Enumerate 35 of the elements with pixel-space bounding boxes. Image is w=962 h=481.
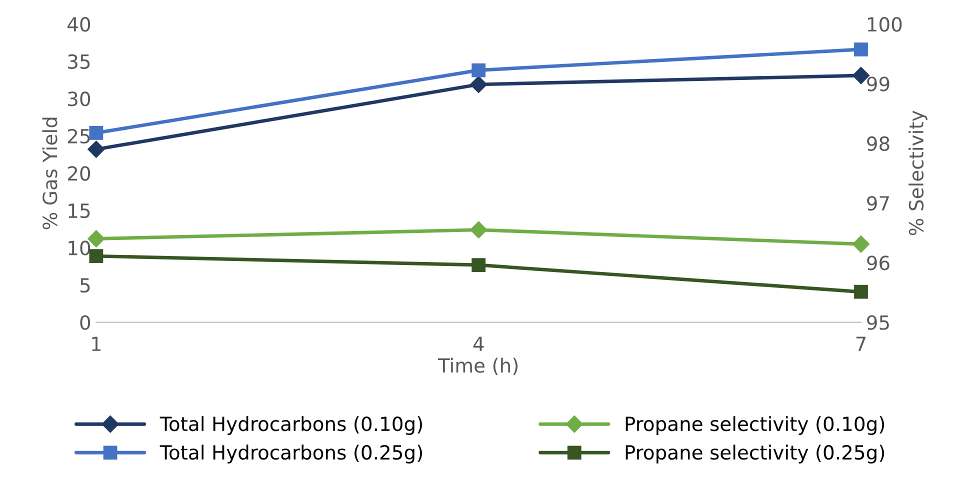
y-tick-label: 5 <box>80 278 90 293</box>
point <box>852 236 870 253</box>
point <box>89 249 104 264</box>
y-tick-label: 40 <box>68 17 90 32</box>
y2-tick-label: 99 <box>867 76 890 92</box>
y-tick-label: 25 <box>68 128 90 144</box>
y2-tick-label: 96 <box>867 256 890 270</box>
legend-label: Propane selectivity (0.25g) <box>626 444 884 464</box>
point <box>472 63 486 78</box>
y-tick-label: 30 <box>68 92 90 106</box>
y-tick-label: 20 <box>68 166 90 181</box>
point <box>854 284 868 299</box>
y2-axis-title: % Selectivity <box>908 110 928 236</box>
x-axis-title: Time (h) <box>438 358 518 376</box>
y2-tick-label: 100 <box>868 17 902 32</box>
y-tick-label: 0 <box>80 315 90 330</box>
legend-label: Total Hydrocarbons (0.25g) <box>160 444 422 464</box>
point <box>89 126 104 140</box>
y-tick-label: 15 <box>68 204 90 218</box>
point <box>472 258 486 272</box>
y2-tick-label: 97 <box>867 196 889 211</box>
y2-tick-label: 98 <box>867 136 890 151</box>
point <box>470 221 488 238</box>
point <box>88 140 105 158</box>
y-tick-label: 10 <box>68 240 90 256</box>
x-tick-label: 7 <box>856 336 866 351</box>
x-tick-label: 4 <box>473 336 484 351</box>
y2-tick-label: 95 <box>867 315 889 330</box>
y-axis-title: % Gas Yield <box>42 118 58 230</box>
legend-label: Propane selectivity (0.10g) <box>626 416 884 435</box>
legend-label: Total Hydrocarbons (0.10g) <box>160 416 422 435</box>
x-tick-label: 1 <box>92 336 101 351</box>
y-tick-label: 35 <box>68 54 90 69</box>
point <box>854 42 868 56</box>
point <box>470 76 488 93</box>
